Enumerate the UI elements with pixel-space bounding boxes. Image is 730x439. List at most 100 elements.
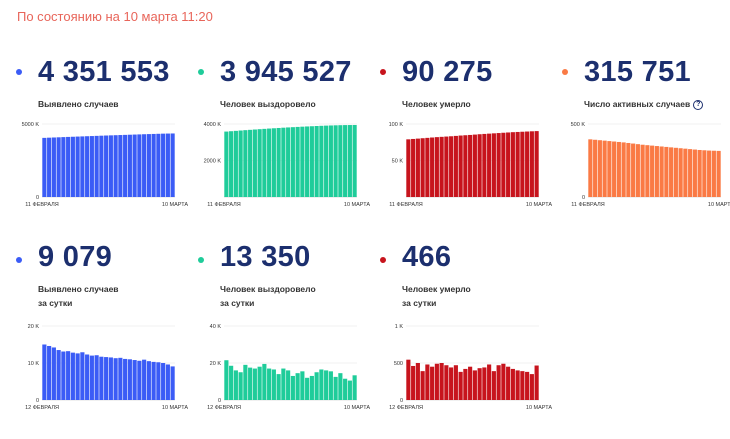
stat-label-line: Человек умерло	[402, 284, 471, 294]
bar	[47, 345, 52, 400]
bar	[343, 125, 348, 197]
bar	[257, 366, 262, 400]
bar	[453, 365, 458, 400]
bar	[229, 365, 234, 400]
bar	[688, 149, 693, 197]
bar	[305, 126, 310, 197]
bar	[161, 133, 166, 197]
bar	[444, 365, 449, 400]
bar	[534, 365, 539, 400]
series-dot-icon	[562, 69, 568, 75]
y-tick-label: 20 K	[210, 361, 222, 367]
bar	[262, 128, 267, 197]
y-tick-label: 0	[582, 195, 585, 201]
help-question-icon[interactable]: ?	[693, 99, 704, 110]
x-tick-label: 12 ФЕВРАЛЯ	[389, 405, 423, 411]
series-dot-icon	[198, 257, 204, 263]
bar	[683, 148, 688, 197]
y-tick-label: 2000 K	[204, 159, 222, 165]
bar	[127, 134, 132, 197]
bar	[406, 359, 411, 400]
bar	[520, 131, 525, 197]
bar	[420, 138, 425, 197]
stat-card-deaths: 90 275 Человек умерло 100 K 50 K 11 ФЕВРАЛЯ 1…	[380, 56, 560, 256]
bar	[99, 135, 104, 197]
y-tick-label: 0	[400, 398, 403, 404]
bar	[165, 364, 170, 400]
bar	[233, 130, 238, 197]
bar	[612, 141, 617, 197]
bar	[75, 136, 80, 197]
bar	[271, 128, 276, 197]
bar	[491, 133, 496, 197]
bar	[411, 365, 416, 400]
bar	[295, 126, 300, 197]
y-tick-label: 10 K	[28, 361, 40, 367]
bar	[290, 127, 295, 197]
stat-value: 4 351 553	[38, 56, 170, 88]
bar	[75, 353, 80, 400]
bar	[347, 125, 352, 197]
bar	[66, 351, 71, 400]
bar	[127, 359, 132, 400]
bar	[243, 364, 248, 400]
x-tick-label: 10 МАРТА	[526, 202, 552, 208]
bar	[85, 354, 90, 400]
bar	[319, 369, 324, 400]
bar	[463, 368, 468, 400]
x-tick-label: 12 ФЕВРАЛЯ	[207, 405, 241, 411]
x-tick-label: 11 ФЕВРАЛЯ	[25, 202, 58, 208]
bar	[593, 139, 598, 197]
bar	[324, 370, 329, 400]
bar	[482, 133, 487, 197]
bar	[477, 368, 482, 400]
bar	[113, 358, 118, 400]
bar	[238, 372, 243, 400]
bar	[333, 376, 338, 401]
bar	[602, 140, 607, 197]
stat-label: Человек умерло за сутки	[402, 282, 471, 310]
bar	[108, 357, 113, 400]
bar	[104, 357, 109, 400]
bar	[42, 137, 47, 197]
bar	[99, 356, 104, 400]
bar	[42, 344, 47, 400]
bar	[61, 351, 66, 400]
bar	[352, 375, 357, 400]
bar	[711, 150, 716, 197]
y-tick-label: 0	[218, 398, 221, 404]
x-tick-label: 11 ФЕВРАЛЯ	[571, 202, 604, 208]
bar	[430, 137, 435, 197]
bar	[156, 362, 161, 400]
bar	[338, 125, 343, 197]
bar	[85, 136, 90, 197]
bar	[137, 134, 142, 197]
bar	[347, 380, 352, 400]
bar	[252, 129, 257, 197]
bar	[248, 367, 253, 401]
bar	[482, 367, 487, 400]
series-dot-icon	[16, 257, 22, 263]
stat-label: Человек умерло	[402, 97, 471, 111]
bar	[271, 369, 276, 400]
bar	[352, 124, 357, 197]
bar	[597, 140, 602, 197]
bar	[673, 147, 678, 197]
bar	[118, 357, 123, 400]
stat-label: Выявлено случаев	[38, 97, 119, 111]
bar	[281, 368, 286, 400]
bar	[324, 125, 329, 197]
bar	[165, 133, 170, 197]
bar	[430, 366, 435, 400]
bar	[415, 363, 420, 400]
stat-card-daily_recovered: 13 350 Человек выздоровело за сутки 40 K 20 …	[198, 241, 378, 439]
bar	[506, 132, 511, 197]
bar	[170, 366, 175, 400]
series-dot-icon	[16, 69, 22, 75]
bar	[238, 130, 243, 197]
y-tick-label: 5000 K	[22, 122, 40, 128]
bar	[468, 366, 473, 400]
bar	[631, 143, 636, 197]
bar	[406, 139, 411, 197]
bar	[146, 361, 151, 400]
